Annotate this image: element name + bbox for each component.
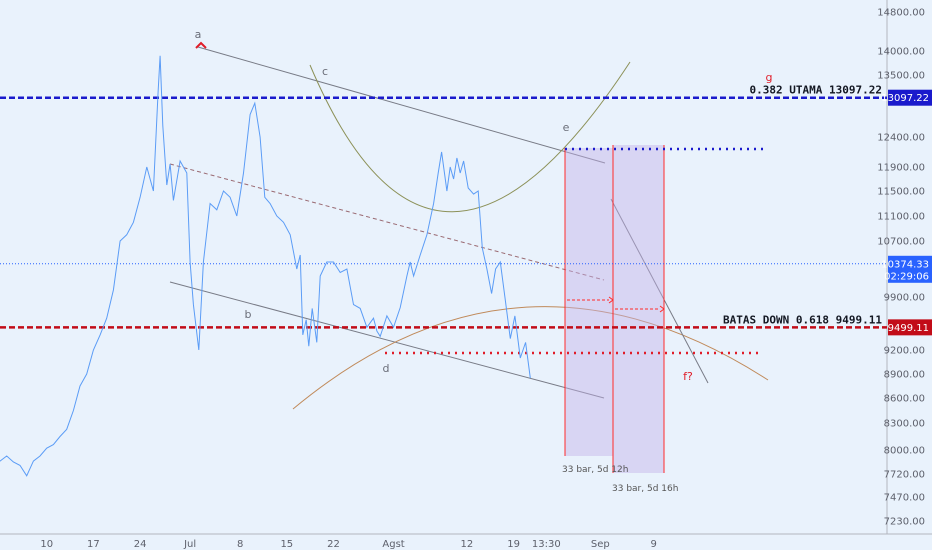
current-price-tag (888, 255, 932, 283)
price-axis-ticks: 14800.00 14000.00 13500.00 12400.00 11900.00… (877, 8, 925, 528)
time-tick-label: 13:30 (532, 539, 561, 550)
time-axis-ticks: 10 17 24 Jul 8 15 22 Agst 12 19 13:30 Sep 9 (40, 539, 657, 550)
time-tick-label: 24 (134, 539, 147, 550)
price-tick-label: 8000.00 (884, 446, 925, 457)
time-tick-label: 19 (507, 539, 520, 550)
date-range-2-note: 33 bar, 5d 16h (612, 484, 678, 494)
price-tick-label: 12400.00 (877, 133, 925, 144)
time-tick-label: Sep (591, 539, 610, 550)
price-tick-label: 11900.00 (877, 163, 925, 174)
wave-label-e: e (563, 121, 570, 134)
price-tick-label: 14800.00 (877, 8, 925, 19)
time-tick-label: 17 (87, 539, 100, 550)
fib-level-label: 0.382 UTAMA 13097.22 (750, 84, 882, 97)
wave-label-f: f? (683, 370, 693, 383)
price-tick-label: 8900.00 (884, 370, 925, 381)
fib-level-label: BATAS DOWN 0.618 9499.11 (723, 313, 882, 326)
cup-arc-curve[interactable] (309, 61, 631, 213)
price-series-line[interactable] (0, 55, 531, 477)
wave-label-b: b (245, 308, 252, 321)
fib-level-price-tag (888, 89, 932, 106)
time-tick-label: 15 (280, 539, 293, 550)
mid-channel-dashed-line[interactable] (169, 163, 605, 281)
time-tick-label: 8 (237, 539, 243, 550)
current-price-tag-text: 10374.33 (881, 259, 929, 270)
date-range-2-arrowhead-icon (659, 305, 665, 313)
projection-line[interactable] (610, 198, 709, 384)
wave-label-c: c (322, 65, 328, 78)
peak-marker-icon (195, 41, 207, 49)
levels-layer: 0.382 UTAMA 13097.22 BATAS DOWN 0.618 949… (0, 84, 887, 329)
time-tick-label: 10 (40, 539, 53, 550)
wave-label-g: g (766, 71, 773, 84)
date-range-1-note: 33 bar, 5d 12h (562, 465, 628, 475)
price-tick-label: 7230.00 (884, 517, 925, 528)
price-tick-label: 7470.00 (884, 493, 925, 504)
price-tick-label: 9200.00 (884, 346, 925, 357)
date-range-2[interactable] (612, 145, 665, 473)
dome-arc-curve[interactable] (292, 306, 769, 410)
wave-label-a: a (195, 28, 202, 41)
date-range-1-box (565, 148, 613, 456)
fib-level-price-tag (888, 319, 932, 336)
upper-channel-line[interactable] (197, 46, 606, 164)
price-tick-label: 9900.00 (884, 293, 925, 304)
time-tick-label: 9 (650, 539, 656, 550)
price-tick-label: 11500.00 (877, 187, 925, 198)
fib-level-price-tag-text: 13097.22 (881, 93, 929, 104)
price-tick-label: 8600.00 (884, 394, 925, 405)
price-tick-label: 7720.00 (884, 470, 925, 481)
price-tick-label: 13500.00 (877, 71, 925, 82)
fib-level-price-tag-text: 9499.11 (888, 323, 929, 334)
price-tick-label: 11100.00 (877, 212, 925, 223)
price-tick-label: 8300.00 (884, 419, 925, 430)
lower-channel-line[interactable] (169, 281, 605, 399)
price-tick-label: 10700.00 (877, 237, 925, 248)
time-tick-label: Jul (183, 539, 196, 550)
time-tick-label: Agst (382, 539, 404, 550)
wave-label-d: d (383, 362, 390, 375)
time-tick-label: 12 (461, 539, 474, 550)
price-tick-label: 14000.00 (877, 47, 925, 58)
date-range-1[interactable] (564, 148, 614, 456)
time-tick-label: 22 (327, 539, 340, 550)
bar-countdown-text: 02:29:06 (884, 271, 929, 282)
